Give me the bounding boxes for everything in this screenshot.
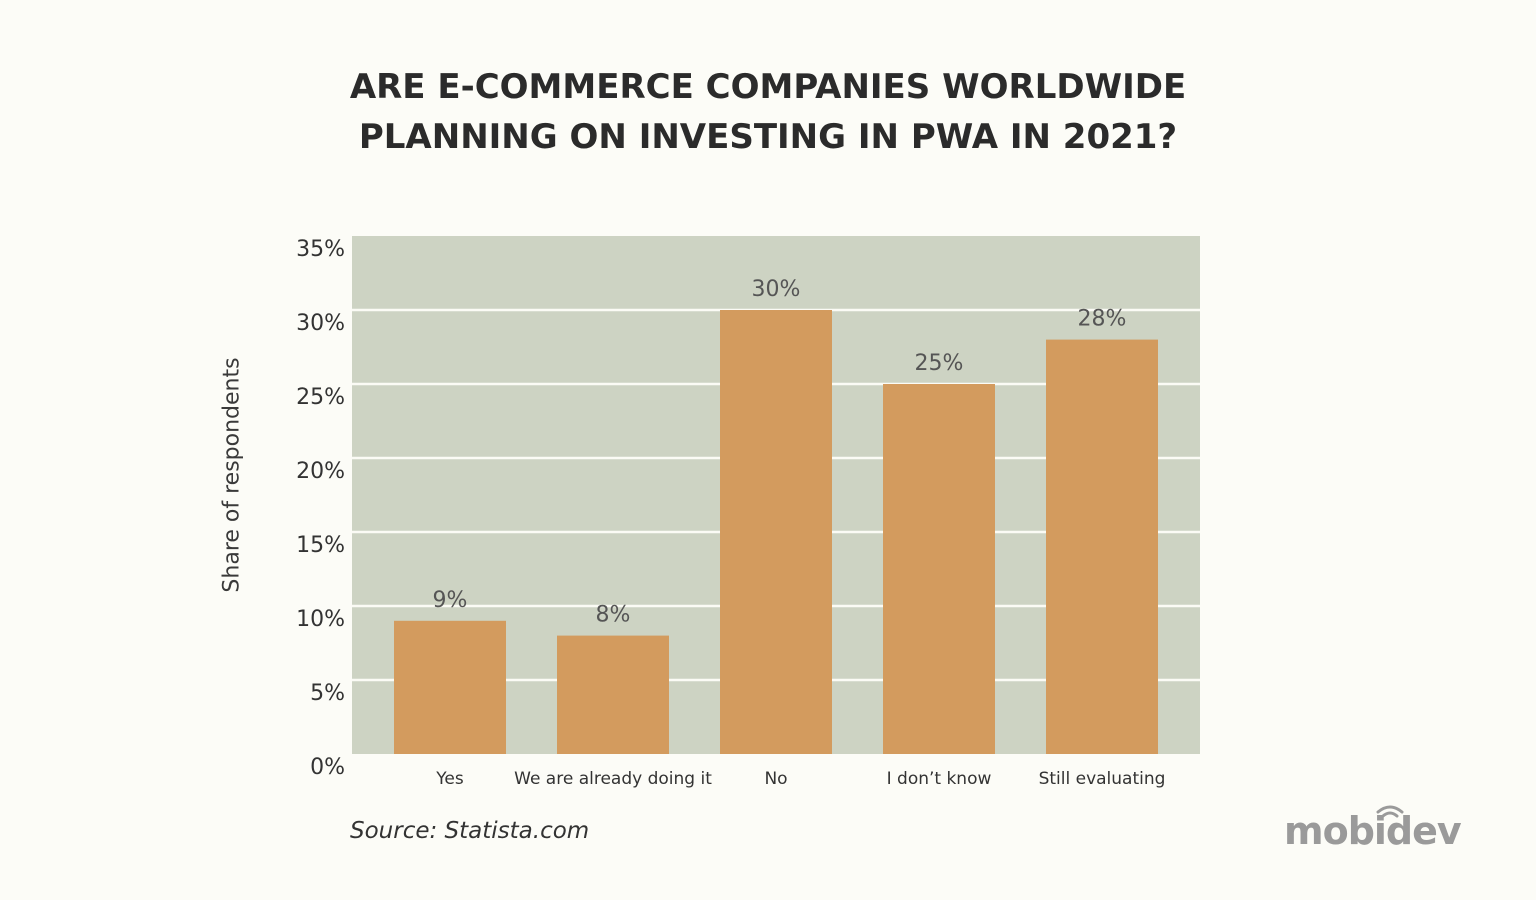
data-label: 25% xyxy=(915,351,964,376)
chart-title: ARE E-COMMERCE COMPANIES WORLDWIDE PLANN… xyxy=(349,67,1187,157)
bar xyxy=(883,384,995,754)
y-tick-label: 20% xyxy=(296,459,345,484)
x-tick-label: I don’t know xyxy=(887,769,992,789)
x-tick-label: Still evaluating xyxy=(1039,769,1166,789)
x-tick-label: We are already doing it xyxy=(514,769,712,789)
bar xyxy=(394,620,506,754)
bar xyxy=(557,635,669,754)
data-label: 8% xyxy=(596,603,631,628)
data-label: 28% xyxy=(1078,307,1127,332)
bar xyxy=(1046,339,1158,754)
x-tick-label: Yes xyxy=(435,769,464,789)
y-tick-label: 10% xyxy=(296,607,345,632)
y-tick-label: 0% xyxy=(310,755,345,780)
source-note: Source: Statista.com xyxy=(350,818,590,844)
y-tick-label: 25% xyxy=(296,385,345,410)
data-label: 30% xyxy=(752,277,801,302)
y-tick-label: 30% xyxy=(296,311,345,336)
bar xyxy=(720,310,832,754)
svg-text:mobidev: mobidev xyxy=(1284,809,1462,850)
x-tick-label: No xyxy=(764,769,787,789)
y-tick-label: 35% xyxy=(296,237,345,262)
y-tick-label: 15% xyxy=(296,533,345,558)
y-tick-label: 5% xyxy=(310,681,345,706)
mobidev-logo: mobidev xyxy=(1284,798,1474,854)
data-label: 9% xyxy=(433,588,468,613)
